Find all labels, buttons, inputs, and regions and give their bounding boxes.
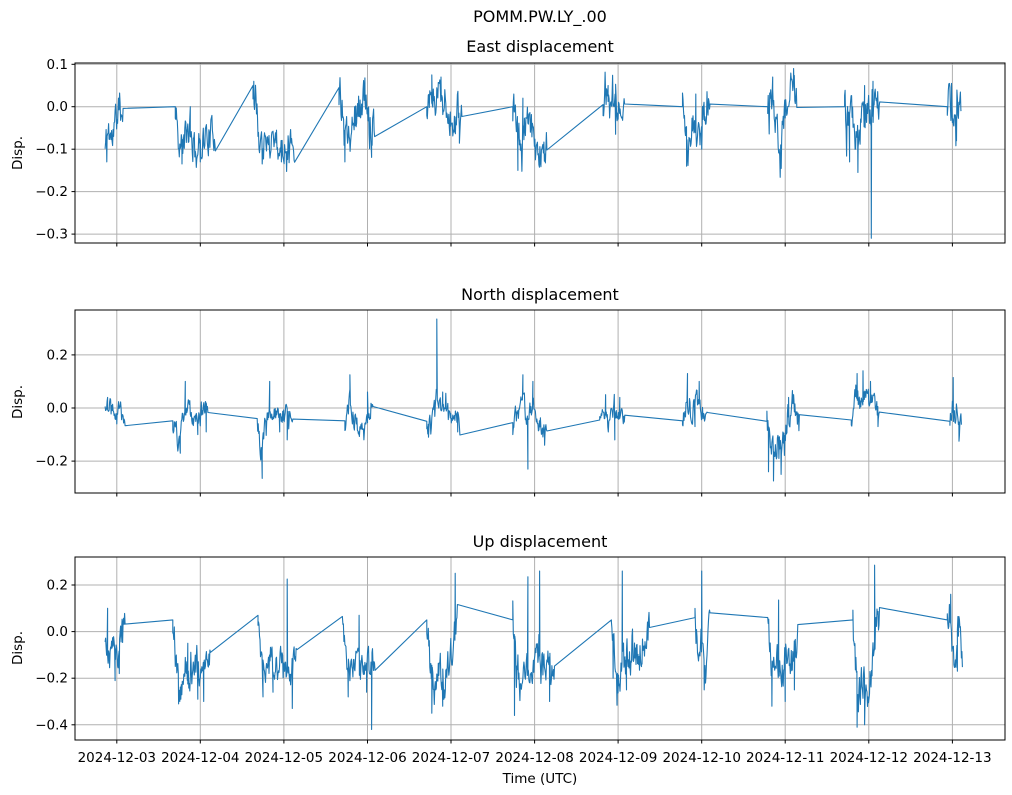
y-axis-label-up: Disp. — [10, 630, 26, 666]
data-line-east — [104, 67, 962, 239]
y-axis-label-north: Disp. — [10, 384, 26, 420]
subplot-title-north: North displacement — [461, 285, 619, 304]
x-tick-label: 2024-12-07 — [412, 750, 490, 766]
y-tick-label: 0.0 — [47, 624, 68, 640]
y-tick-label: −0.2 — [35, 671, 68, 687]
subplot-title-up: Up displacement — [472, 532, 608, 551]
y-tick-label: −0.4 — [35, 717, 68, 733]
axes-frame — [74, 309, 1006, 494]
x-tick-label: 2024-12-05 — [245, 750, 323, 766]
x-tick-label: 2024-12-04 — [161, 750, 239, 766]
subplot-title-east: East displacement — [466, 37, 614, 56]
data-line-north — [104, 318, 962, 482]
axes-frame — [74, 556, 1006, 741]
figure-suptitle: POMM.PW.LY_.00 — [473, 7, 607, 26]
y-tick-label: 0.2 — [47, 347, 68, 363]
x-tick-label: 2024-12-06 — [328, 750, 406, 766]
x-axis-label: Time (UTC) — [502, 771, 578, 787]
y-tick-label: 0.2 — [47, 578, 68, 594]
y-tick-label: 0.0 — [47, 99, 68, 115]
x-tick-label: 2024-12-09 — [579, 750, 657, 766]
data-line-up — [104, 564, 963, 731]
axes-frame — [74, 62, 1006, 244]
x-tick-label: 2024-12-03 — [78, 750, 156, 766]
y-tick-label: −0.2 — [35, 184, 68, 200]
x-tick-label: 2024-12-12 — [830, 750, 908, 766]
y-tick-label: −0.3 — [35, 227, 68, 243]
x-tick-label: 2024-12-08 — [495, 750, 573, 766]
x-tick-label: 2024-12-11 — [746, 750, 824, 766]
x-tick-label: 2024-12-13 — [913, 750, 991, 766]
x-tick-label: 2024-12-10 — [662, 750, 740, 766]
y-axis-label-east: Disp. — [10, 135, 26, 171]
y-tick-label: −0.1 — [35, 142, 68, 158]
y-tick-label: 0.1 — [47, 57, 68, 73]
y-tick-label: −0.2 — [35, 454, 68, 470]
y-tick-label: 0.0 — [47, 401, 68, 417]
